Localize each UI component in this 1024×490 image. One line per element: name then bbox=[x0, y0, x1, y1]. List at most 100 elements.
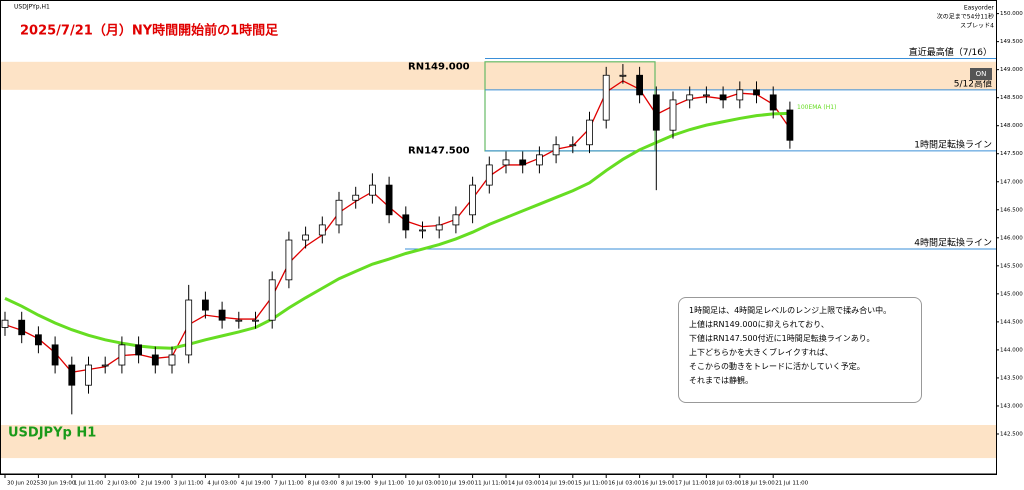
x-tick-label: 18 Jul 19:00 bbox=[742, 481, 775, 487]
y-tick-label: 144.000 bbox=[1000, 347, 1023, 353]
x-tick-label: 7 Jul 11:00 bbox=[274, 481, 304, 487]
candle-body bbox=[669, 99, 677, 131]
y-tick-label: 148.000 bbox=[1000, 123, 1023, 129]
y-tick-label: 145.500 bbox=[1000, 263, 1023, 269]
round-number-label: RN147.500 bbox=[408, 146, 470, 157]
on-button[interactable] bbox=[970, 68, 992, 80]
candle-body bbox=[502, 159, 510, 166]
note-line: 上値はRN149.000に抑えられており、 bbox=[689, 320, 829, 329]
x-tick-label: 10 Jul 19:00 bbox=[441, 481, 474, 487]
y-tick-label: 150.000 bbox=[1000, 11, 1023, 17]
y-tick-label: 148.500 bbox=[1000, 95, 1023, 101]
candle-body bbox=[736, 89, 744, 101]
candle-body bbox=[469, 184, 477, 216]
candle-body bbox=[35, 334, 42, 346]
note-box: 1時間足は、4時間足レベルのレンジ上限で揉み合い中。 上値はRN149.000に抑… bbox=[678, 297, 922, 403]
candle-body bbox=[636, 74, 643, 96]
x-tick-label: 30 Jun 19:00 bbox=[40, 481, 75, 487]
zone bbox=[0, 425, 996, 459]
candle-body bbox=[85, 364, 92, 386]
candle-body bbox=[18, 319, 26, 336]
x-tick-label: 21 Jul 11:00 bbox=[775, 481, 808, 487]
level-label: 5/12高値 bbox=[954, 77, 992, 89]
info-text: 次の足まで54分11秒 bbox=[937, 13, 994, 21]
y-tick-label: 149.000 bbox=[1000, 67, 1023, 73]
symbol-label: USDJPYp,H1 bbox=[14, 4, 50, 11]
zone bbox=[0, 61, 996, 90]
x-tick-label: 1 Jul 11:00 bbox=[74, 481, 104, 487]
candle-body bbox=[452, 214, 460, 226]
candle-body bbox=[118, 344, 126, 366]
candle-body bbox=[719, 94, 727, 101]
candle-body bbox=[686, 94, 694, 101]
x-tick-label: 10 Jul 03:00 bbox=[408, 481, 441, 487]
candle-body bbox=[352, 194, 360, 201]
x-tick-label: 2 Jul 19:00 bbox=[141, 481, 171, 487]
y-tick-label: 147.500 bbox=[1000, 151, 1023, 157]
candle-body bbox=[51, 344, 59, 366]
candle-body bbox=[753, 89, 760, 96]
x-tick-label: 2 Jul 03:00 bbox=[107, 481, 137, 487]
candle-body bbox=[335, 199, 343, 226]
candle-body bbox=[569, 144, 577, 147]
candle-body bbox=[619, 74, 627, 77]
candle-body bbox=[519, 159, 527, 166]
x-tick-label: 15 Jul 11:00 bbox=[575, 481, 608, 487]
candle-body bbox=[769, 94, 777, 111]
candle-body bbox=[252, 319, 259, 322]
x-tick-label: 9 Jul 11:00 bbox=[374, 481, 404, 487]
x-tick-label: 14 Jul 19:00 bbox=[541, 481, 574, 487]
level-label: 4時間足転換ライン bbox=[914, 237, 992, 249]
x-tick-label: 4 Jul 19:00 bbox=[241, 481, 271, 487]
candle-body bbox=[602, 74, 610, 121]
candle-body bbox=[586, 119, 593, 146]
info-text: スプレッド4 bbox=[960, 23, 994, 30]
candle-body bbox=[201, 299, 209, 311]
y-tick-label: 146.000 bbox=[1000, 235, 1023, 241]
chart-title: 2025/7/21（月）NY時間開始前の1時間足 bbox=[20, 23, 279, 39]
watermark: USDJPYp H1 bbox=[8, 426, 96, 441]
candle-body bbox=[552, 144, 560, 156]
y-tick-label: 142.500 bbox=[1000, 431, 1023, 437]
note-line: そこからの動きをトレードに活かしていく予定。 bbox=[689, 362, 865, 371]
x-tick-label: 3 Jul 11:00 bbox=[174, 481, 204, 487]
y-tick-label: 147.000 bbox=[1000, 179, 1023, 185]
candle-body bbox=[318, 224, 326, 236]
x-tick-label: 30 Jun 2025 bbox=[7, 481, 41, 487]
candle-body bbox=[285, 239, 293, 281]
candle-body bbox=[1, 319, 9, 328]
candle-body bbox=[402, 214, 410, 231]
x-tick-label: 18 Jul 03:00 bbox=[708, 481, 741, 487]
x-tick-label: 11 Jul 11:00 bbox=[475, 481, 508, 487]
candle-body bbox=[185, 299, 193, 356]
level-label: 1時間足転換ライン bbox=[914, 138, 992, 150]
candle-body bbox=[385, 184, 393, 216]
level-label: 直近最高値（7/16） bbox=[909, 46, 992, 58]
candle-body bbox=[786, 109, 794, 141]
candle-body bbox=[703, 94, 710, 97]
candle-body bbox=[485, 164, 493, 186]
round-number-label: RN149.000 bbox=[408, 62, 470, 73]
y-tick-label: 143.000 bbox=[1000, 403, 1023, 409]
y-tick-label: 146.500 bbox=[1000, 207, 1023, 213]
x-tick-label: 4 Jul 03:00 bbox=[207, 481, 237, 487]
x-tick-label: 8 Jul 19:00 bbox=[341, 481, 371, 487]
note-line: 下値はRN147.500付近に1時間足転換ラインあり。 bbox=[689, 334, 875, 343]
candle-body bbox=[68, 364, 76, 386]
candle-body bbox=[168, 354, 176, 366]
candle-body bbox=[101, 364, 109, 367]
candle-body bbox=[218, 309, 226, 321]
candle-body bbox=[151, 354, 159, 366]
candle-body bbox=[268, 279, 276, 321]
x-tick-label: 16 Jul 03:00 bbox=[608, 481, 641, 487]
y-tick-label: 144.500 bbox=[1000, 319, 1023, 325]
candle-body bbox=[135, 344, 143, 356]
candle-body bbox=[435, 224, 443, 231]
note-line: 上下どちらかを大きくブレイクすれば、 bbox=[689, 348, 833, 357]
on-button-label[interactable]: ON bbox=[976, 70, 987, 78]
x-tick-label: 14 Jul 03:00 bbox=[508, 481, 541, 487]
note-line: 1時間足は、4時間足レベルのレンジ上限で揉み合い中。 bbox=[689, 306, 892, 315]
